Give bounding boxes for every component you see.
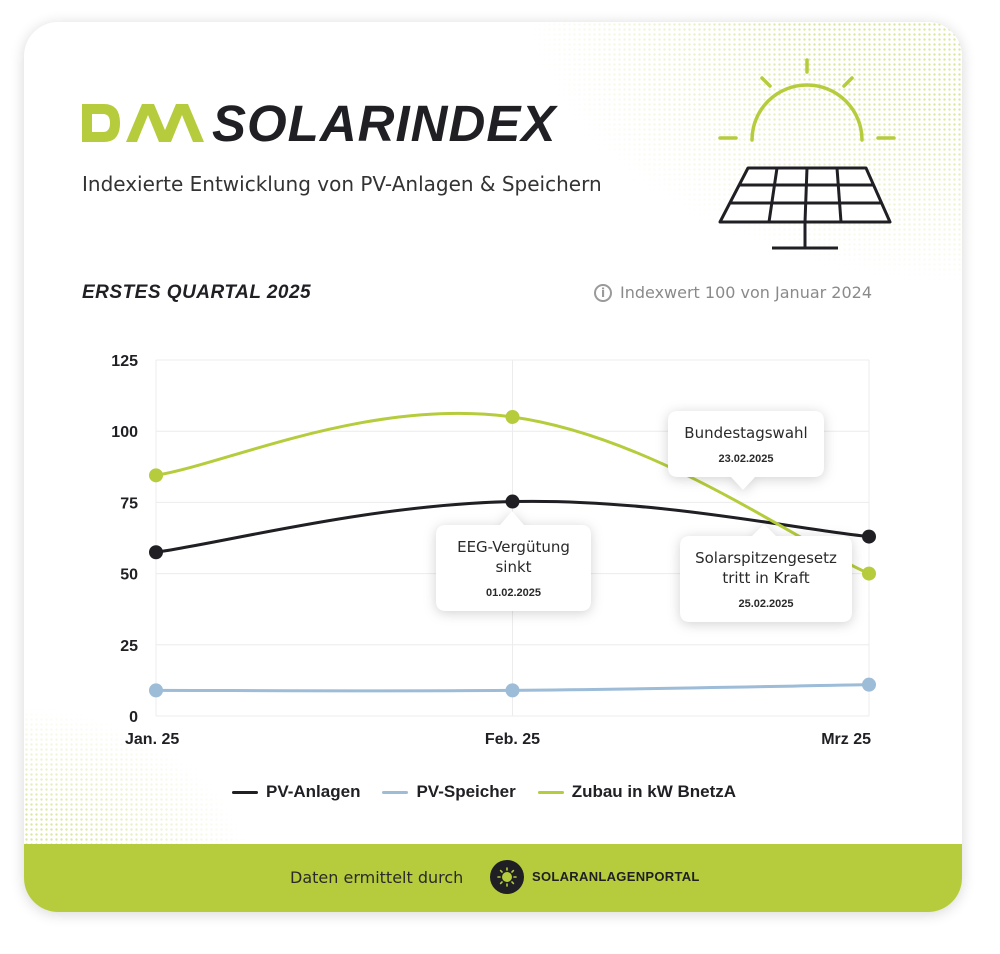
legend-item-pv-speicher: PV-Speicher	[382, 782, 516, 802]
x-tick-label: Mrz 25	[821, 731, 871, 748]
decorative-dot-pattern	[532, 22, 962, 282]
callout-title-line: EEG-Vergütung	[457, 538, 570, 556]
data-point	[505, 683, 520, 698]
callout-title: Bundestagswahl	[684, 424, 807, 442]
callout-title-line: tritt in Kraft	[722, 569, 809, 587]
chart-legend: PV-Anlagen PV-Speicher Zubau in kW Bnetz…	[232, 782, 736, 802]
data-point	[862, 566, 876, 581]
decorative-dot-pattern	[24, 702, 254, 872]
y-tick-label: 125	[111, 353, 138, 370]
callout-date: 23.02.2025	[718, 453, 773, 465]
callout-title: EEG-Vergütung sinkt	[457, 538, 570, 576]
annotation-callout: Bundestagswahl 23.02.2025	[668, 411, 824, 490]
annotation-callout: Solarspitzengesetz tritt in Kraft 25.02.20…	[680, 524, 852, 622]
data-point	[862, 677, 876, 692]
y-tick-label: 0	[129, 709, 138, 726]
daa-logo	[82, 104, 204, 142]
callout-title-line: sinkt	[495, 558, 531, 576]
x-tick-label: Jan. 25	[125, 731, 179, 748]
y-tick-label: 25	[120, 638, 138, 655]
page-subtitle: Indexierte Entwicklung von PV-Anlagen & …	[82, 172, 602, 196]
callout-date: 01.02.2025	[486, 587, 541, 599]
data-point	[149, 545, 163, 560]
info-icon: i	[594, 283, 612, 302]
index-note: i Indexwert 100 von Januar 2024	[594, 283, 872, 302]
legend-swatch	[232, 790, 258, 794]
portal-name: SOLARANLAGENPORTAL	[532, 869, 700, 884]
legend-item-pv-anlagen: PV-Anlagen	[232, 782, 360, 802]
callout-box	[668, 411, 824, 490]
y-tick-label: 100	[111, 424, 138, 441]
line-chart: 0 25 50 75 100 125 Jan. 25 Feb. 25 Mrz 25 EEG-Ver…	[111, 353, 876, 748]
callout-title-line: Solarspitzengesetz	[695, 549, 837, 567]
data-point	[149, 468, 163, 483]
footer-bar: Daten ermittelt durch SOLARANLAGENPORTAL	[24, 844, 962, 912]
y-tick-label: 50	[120, 567, 138, 584]
callout-date: 25.02.2025	[738, 598, 793, 610]
data-point	[505, 494, 520, 509]
quarter-label: ERSTES QUARTAL 2025	[82, 282, 312, 303]
data-point	[862, 529, 876, 544]
y-tick-label: 75	[120, 495, 138, 512]
data-point	[149, 683, 163, 698]
callout-box	[680, 524, 852, 622]
solar-panel-icon	[718, 58, 896, 250]
solaranlagenportal-logo-icon	[490, 860, 524, 894]
x-tick-label: Feb. 25	[485, 731, 540, 748]
legend-label: PV-Speicher	[416, 782, 516, 801]
callout-box	[436, 511, 591, 611]
legend-swatch	[382, 790, 409, 794]
data-point	[505, 409, 520, 424]
infographic-card: SOLARINDEX Indexierte Entwicklung von PV…	[24, 22, 962, 912]
annotation-callout: EEG-Vergütung sinkt 01.02.2025	[436, 511, 591, 611]
legend-label: Zubau in kW BnetzA	[571, 782, 737, 801]
callout-title-line: Bundestagswahl	[684, 424, 807, 442]
footer-text: Daten ermittelt durch	[290, 868, 464, 887]
callout-title: Solarspitzengesetz tritt in Kraft	[695, 549, 837, 587]
brand-title: SOLARINDEX	[212, 95, 557, 152]
legend-label: PV-Anlagen	[266, 782, 361, 801]
index-note-text: Indexwert 100 von Januar 2024	[620, 283, 873, 302]
legend-item-zubau: Zubau in kW BnetzA	[537, 782, 737, 802]
legend-swatch	[537, 790, 564, 794]
